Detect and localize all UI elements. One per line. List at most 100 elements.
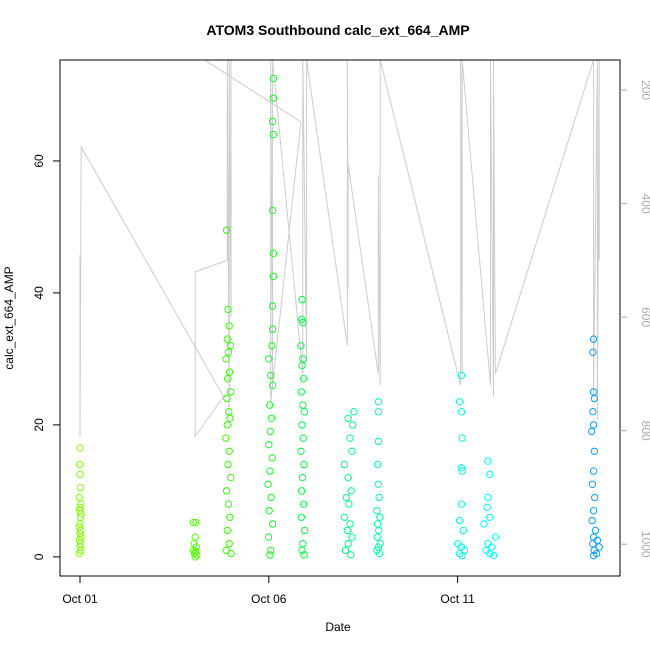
point: [591, 526, 600, 535]
point: [225, 447, 233, 455]
point: [76, 483, 85, 492]
point: [269, 94, 278, 102]
point: [589, 335, 598, 343]
point: [487, 543, 496, 551]
point: [346, 434, 354, 442]
point: [374, 437, 383, 446]
point: [268, 302, 277, 310]
point: [588, 516, 596, 525]
chart-title: ATOM3 Southbound calc_ext_664_AMP: [206, 22, 469, 38]
point: [226, 513, 234, 521]
point: [486, 513, 494, 521]
point: [265, 440, 273, 449]
point: [483, 503, 491, 512]
point: [268, 325, 277, 333]
x-tick-label: Oct 06: [251, 592, 287, 606]
point: [340, 513, 349, 521]
point: [484, 457, 492, 465]
point: [269, 74, 278, 83]
point: [589, 506, 598, 515]
point: [225, 539, 233, 548]
point: [480, 520, 488, 528]
point: [227, 549, 235, 558]
point: [373, 533, 381, 541]
point: [223, 375, 232, 383]
point: [269, 272, 278, 281]
point: [589, 539, 597, 548]
point: [269, 130, 278, 139]
point: [590, 447, 599, 455]
point: [76, 470, 84, 479]
point: [189, 518, 197, 527]
point: [223, 526, 231, 535]
point: [590, 394, 599, 403]
point: [457, 371, 466, 380]
point: [589, 407, 597, 416]
point: [224, 305, 232, 314]
point: [350, 407, 358, 416]
point: [589, 551, 598, 560]
point: [299, 434, 307, 442]
point: [268, 117, 277, 126]
point: [192, 551, 201, 559]
point: [265, 401, 274, 409]
point: [226, 342, 235, 350]
point: [75, 493, 83, 502]
x-axis-label: Date: [325, 620, 351, 634]
point: [455, 398, 464, 406]
point: [587, 427, 596, 436]
x-tick-label: Oct 11: [440, 592, 475, 606]
point: [589, 421, 598, 429]
point: [348, 421, 357, 429]
point: [298, 473, 307, 482]
y2-tick-label: 200: [639, 80, 650, 100]
x-tick-label: Oct 01: [62, 592, 98, 606]
point: [457, 407, 466, 416]
point: [489, 551, 498, 560]
point: [348, 533, 356, 541]
point: [264, 533, 273, 541]
point: [341, 546, 350, 554]
point: [77, 510, 85, 518]
point: [300, 407, 309, 416]
point: [298, 421, 306, 429]
point: [484, 493, 492, 502]
point: [459, 526, 467, 535]
point: [269, 249, 278, 258]
point: [223, 421, 231, 429]
point: [300, 551, 308, 559]
y-tick-label: 60: [32, 154, 46, 168]
point: [75, 549, 83, 558]
point: [222, 487, 231, 495]
y2-tick-label: 600: [639, 307, 650, 327]
point: [268, 454, 276, 462]
y-tick-label: 20: [32, 418, 46, 432]
point: [486, 549, 494, 558]
y2-tick-label: 800: [639, 421, 650, 441]
point: [192, 518, 200, 527]
point: [266, 551, 274, 559]
point: [595, 543, 603, 551]
point: [225, 322, 233, 330]
plot-frame: [59, 59, 621, 577]
point: [222, 226, 231, 234]
point: [589, 348, 597, 357]
point: [300, 526, 309, 535]
point: [298, 546, 306, 554]
point: [486, 470, 494, 479]
point: [298, 295, 306, 304]
point: [299, 539, 307, 548]
point: [299, 401, 307, 409]
line: [79, 60, 600, 438]
point: [268, 342, 276, 350]
point: [373, 506, 381, 515]
point: [265, 355, 273, 363]
point: [267, 546, 275, 554]
point: [589, 467, 598, 475]
point: [191, 553, 199, 561]
point: [348, 447, 356, 455]
point: [223, 335, 231, 343]
point: [226, 414, 234, 422]
point: [222, 434, 230, 442]
